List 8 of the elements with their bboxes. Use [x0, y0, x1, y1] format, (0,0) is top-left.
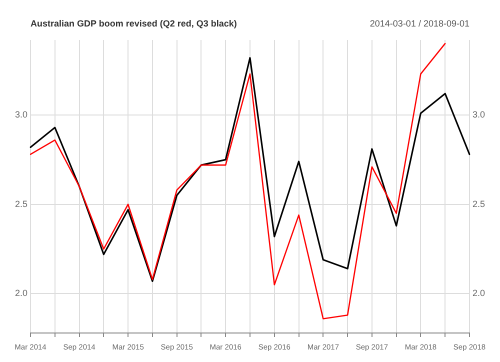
y2-tick-label: 3.0 — [472, 110, 486, 120]
y-tick-label: 3.0 — [14, 110, 28, 120]
chart-subtitle: 2014-03-01 / 2018-09-01 — [370, 18, 470, 28]
y2-tick-label: 2.5 — [472, 198, 486, 209]
y-tick-label: 2.5 — [14, 198, 28, 209]
y-tick-label: 2.0 — [14, 288, 28, 298]
y2-tick-label: 2.0 — [472, 288, 486, 298]
chart-title: Australian GDP boom revised (Q2 red, Q3 black) — [30, 18, 237, 28]
